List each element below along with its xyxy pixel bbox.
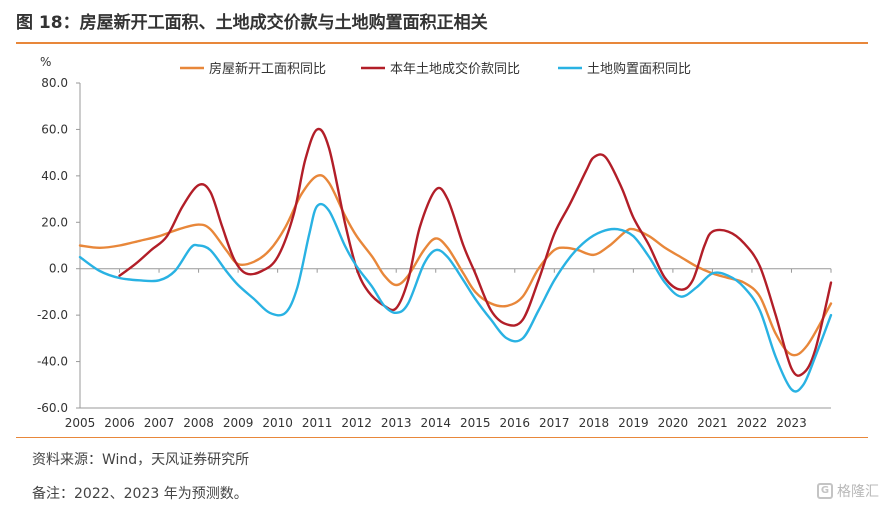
forecast-note: 备注：2022、2023 年为预测数。 bbox=[32, 486, 248, 502]
watermark-logo-icon: G bbox=[817, 483, 833, 499]
x-tick-label: 2019 bbox=[618, 416, 649, 430]
y-tick-label: -60.0 bbox=[37, 401, 68, 415]
footer-divider bbox=[16, 437, 868, 438]
x-tick-label: 2009 bbox=[223, 416, 254, 430]
series-lines bbox=[78, 127, 833, 393]
x-tick-label: 2015 bbox=[460, 416, 491, 430]
y-tick-label: -40.0 bbox=[37, 355, 68, 369]
legend-item-new-construction: 房屋新开工面积同比 bbox=[180, 61, 326, 77]
legend: 房屋新开工面积同比 本年土地成交价款同比 土地购置面积同比 bbox=[180, 61, 691, 77]
x-tick-label: 2022 bbox=[737, 416, 768, 430]
y-tick-label: -20.0 bbox=[37, 308, 68, 322]
series-line-land-transaction-value bbox=[118, 127, 833, 377]
y-tick-label: 60.0 bbox=[41, 122, 68, 136]
x-tick-label: 2014 bbox=[420, 416, 451, 430]
x-tick-label: 2008 bbox=[183, 416, 214, 430]
legend-item-land-transaction-value: 本年土地成交价款同比 bbox=[361, 61, 520, 77]
y-tick-label: 0.0 bbox=[49, 262, 68, 276]
x-tick-label: 2006 bbox=[104, 416, 135, 430]
x-tick-label: 2023 bbox=[776, 416, 807, 430]
watermark: G 格隆汇 bbox=[817, 481, 879, 501]
title-divider bbox=[16, 42, 868, 44]
x-tick-label: 2011 bbox=[302, 416, 333, 430]
x-tick-label: 2010 bbox=[262, 416, 293, 430]
y-tick-label: 40.0 bbox=[41, 169, 68, 183]
figure-title: 图 18：房屋新开工面积、土地成交价款与土地购置面积正相关 bbox=[16, 13, 488, 33]
x-tick-label: 2005 bbox=[65, 416, 96, 430]
x-tick-label: 2007 bbox=[144, 416, 175, 430]
series-line-land-purchase-area bbox=[78, 202, 833, 393]
watermark-text: 格隆汇 bbox=[837, 484, 879, 500]
line-chart: 房屋新开工面积同比 本年土地成交价款同比 土地购置面积同比 % 80.0 60.0 40… bbox=[37, 55, 833, 430]
legend-item-land-purchase-area: 土地购置面积同比 bbox=[558, 61, 691, 77]
x-tick-label: 2021 bbox=[697, 416, 728, 430]
y-axis-unit-label: % bbox=[40, 55, 51, 69]
x-tick-label: 2013 bbox=[381, 416, 412, 430]
y-axis: 80.0 60.0 40.0 20.0 0.0 -20.0 -40.0 -60.0 bbox=[37, 76, 81, 415]
series-line-new-construction bbox=[78, 174, 833, 357]
x-tick-label: 2020 bbox=[658, 416, 689, 430]
x-axis: 2005 2006 2007 2008 2009 2010 2011 2012 2013 2014… bbox=[65, 268, 832, 430]
y-tick-label: 20.0 bbox=[41, 215, 68, 229]
x-tick-label: 2016 bbox=[500, 416, 531, 430]
legend-label: 本年土地成交价款同比 bbox=[390, 61, 520, 77]
source-note: 资料来源：Wind，天风证券研究所 bbox=[32, 452, 250, 468]
y-tick-label: 80.0 bbox=[41, 76, 68, 90]
x-tick-label: 2018 bbox=[579, 416, 610, 430]
legend-label: 土地购置面积同比 bbox=[587, 61, 691, 77]
legend-label: 房屋新开工面积同比 bbox=[209, 61, 326, 77]
x-tick-label: 2012 bbox=[341, 416, 372, 430]
x-tick-label: 2017 bbox=[539, 416, 570, 430]
